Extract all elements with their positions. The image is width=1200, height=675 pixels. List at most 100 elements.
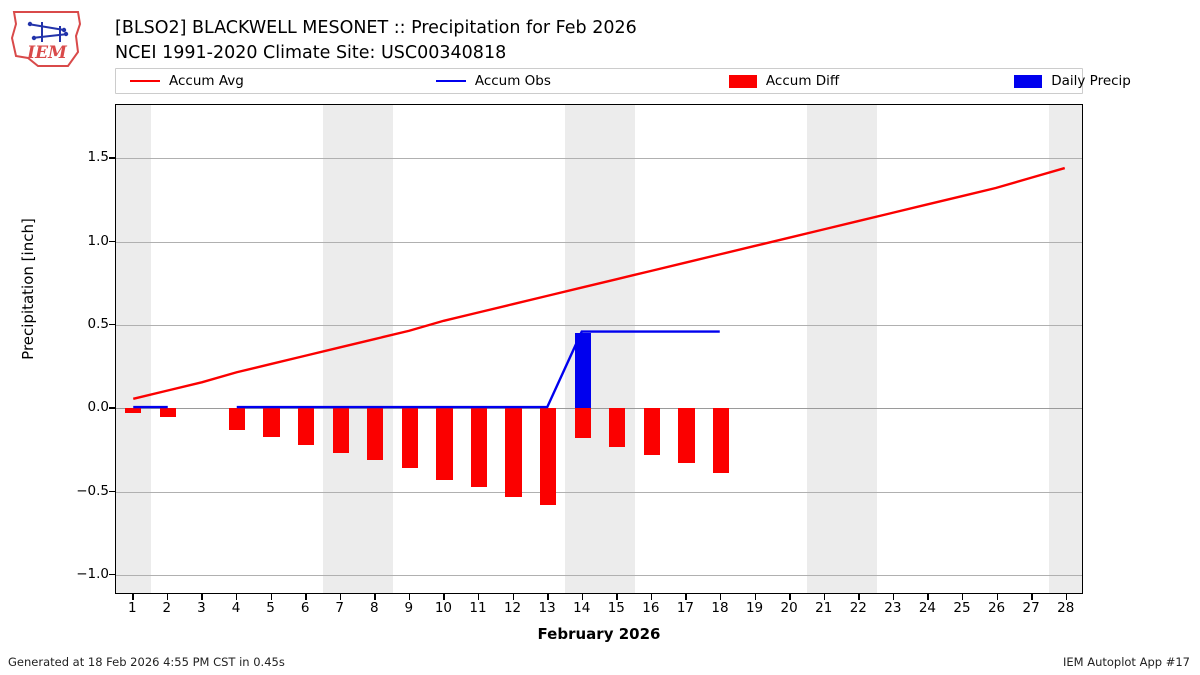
legend-item-accum-diff[interactable]: Accum Diff (728, 69, 840, 93)
y-tick-mark (109, 157, 115, 159)
x-tick-label: 23 (884, 600, 902, 616)
x-tick-mark (374, 594, 376, 600)
x-tick-label: 16 (642, 600, 660, 616)
chart-legend: Accum Avg Accum Obs Accum Diff Daily Pre… (115, 68, 1131, 94)
y-gridline (116, 408, 1082, 410)
y-tick-label: 1.5 (87, 149, 109, 166)
x-tick-label: 17 (676, 600, 695, 616)
y-tick-mark (109, 407, 115, 409)
x-tick-mark (927, 594, 929, 600)
legend-swatch-icon (728, 74, 757, 88)
x-tick-label: 15 (607, 600, 625, 616)
x-tick-mark (823, 594, 826, 600)
y-tick-label: 0.0 (87, 399, 109, 416)
legend-item-daily-precip[interactable]: Daily Precip (1014, 69, 1131, 93)
legend-line-icon (130, 80, 160, 82)
weekend-shade-band (807, 105, 877, 593)
x-tick-mark (443, 594, 445, 600)
svg-text:IEM: IEM (26, 43, 68, 63)
y-gridline (116, 575, 1082, 576)
y-tick-mark (109, 574, 115, 576)
x-tick-mark (408, 594, 411, 600)
x-tick-mark (1065, 594, 1068, 600)
x-tick-mark (754, 594, 756, 600)
x-tick-label: 9 (404, 600, 414, 616)
weekend-shade-band (116, 105, 151, 593)
y-gridline (116, 491, 1082, 493)
x-tick-label: 25 (953, 600, 971, 616)
y-gridline (116, 158, 1082, 160)
iem-logo[interactable]: IEM (8, 8, 86, 70)
x-tick-mark (1031, 594, 1033, 600)
plot-inner (116, 105, 1082, 593)
accum-diff-bar (263, 408, 280, 437)
legend-swatch-icon (1014, 74, 1043, 88)
x-tick-label: 14 (573, 600, 591, 616)
accum-diff-bar (125, 408, 142, 414)
x-tick-label: 4 (231, 600, 241, 616)
x-tick-mark (962, 594, 964, 600)
y-tick-mark (109, 490, 115, 493)
legend-item-accum-obs[interactable]: Accum Obs (435, 69, 551, 93)
accum-diff-bar (712, 408, 730, 474)
x-tick-label: 18 (711, 600, 729, 616)
accum-diff-bar (574, 408, 591, 439)
x-tick-label: 3 (197, 600, 206, 616)
accum-diff-bar (505, 408, 522, 497)
x-tick-mark (339, 594, 342, 600)
accum-diff-bar (436, 408, 453, 480)
legend-label: Daily Precip (1051, 73, 1131, 89)
accum-diff-bar (228, 408, 246, 430)
accum-diff-bar (332, 408, 349, 454)
legend-line-icon (435, 80, 466, 82)
x-tick-label: 1 (127, 600, 137, 616)
accum-diff-bar (298, 408, 315, 445)
x-tick-label: 8 (369, 600, 379, 616)
x-tick-mark (236, 594, 238, 600)
line-series-layer (132, 166, 1066, 409)
accum-obs-line (236, 330, 720, 409)
accum-diff-bar (401, 408, 418, 469)
x-tick-mark (305, 594, 307, 600)
chart-title-block: [BLSO2] BLACKWELL MESONET :: Precipitati… (115, 16, 1015, 66)
x-tick-label: 28 (1057, 600, 1075, 616)
legend-item-accum-avg[interactable]: Accum Avg (130, 69, 244, 93)
x-tick-mark (650, 594, 653, 600)
chart-subtitle: NCEI 1991-2020 Climate Site: USC00340818 (115, 43, 507, 63)
accum-diff-bar (643, 408, 660, 455)
x-tick-mark (720, 594, 722, 600)
y-gridline (116, 241, 1082, 243)
x-tick-label: 7 (335, 600, 344, 616)
x-tick-mark (616, 594, 618, 600)
x-tick-mark (547, 594, 549, 600)
x-tick-label: 24 (918, 600, 937, 616)
x-tick-label: 21 (815, 600, 833, 616)
x-tick-label: 12 (503, 600, 522, 616)
accum-avg-line (132, 166, 1066, 400)
x-tick-mark (892, 594, 895, 600)
x-tick-mark (512, 594, 514, 600)
x-tick-label: 11 (469, 600, 487, 616)
accum-diff-bar (609, 408, 626, 447)
x-axis-label: February 2026 (537, 625, 661, 643)
x-tick-label: 6 (300, 600, 310, 616)
weekend-shade-band (1049, 105, 1082, 593)
y-tick-mark (109, 324, 115, 326)
x-tick-label: 26 (987, 600, 1006, 616)
x-tick-label: 27 (1022, 600, 1040, 616)
x-tick-mark (858, 594, 860, 600)
legend-label: Accum Obs (474, 73, 551, 89)
x-tick-mark (685, 594, 687, 600)
x-tick-label: 20 (780, 600, 798, 616)
x-tick-mark (270, 594, 272, 600)
y-tick-label: 0.5 (87, 316, 109, 332)
x-tick-mark (478, 594, 480, 600)
y-tick-label: 1.0 (87, 232, 109, 249)
accum-diff-bar (159, 408, 176, 417)
legend-label: Accum Avg (169, 73, 244, 89)
legend-label: Accum Diff (765, 73, 840, 89)
footer-app-text: IEM Autoplot App #17 (1062, 655, 1190, 669)
y-tick-label: −0.5 (76, 482, 109, 499)
x-tick-mark (581, 594, 584, 600)
